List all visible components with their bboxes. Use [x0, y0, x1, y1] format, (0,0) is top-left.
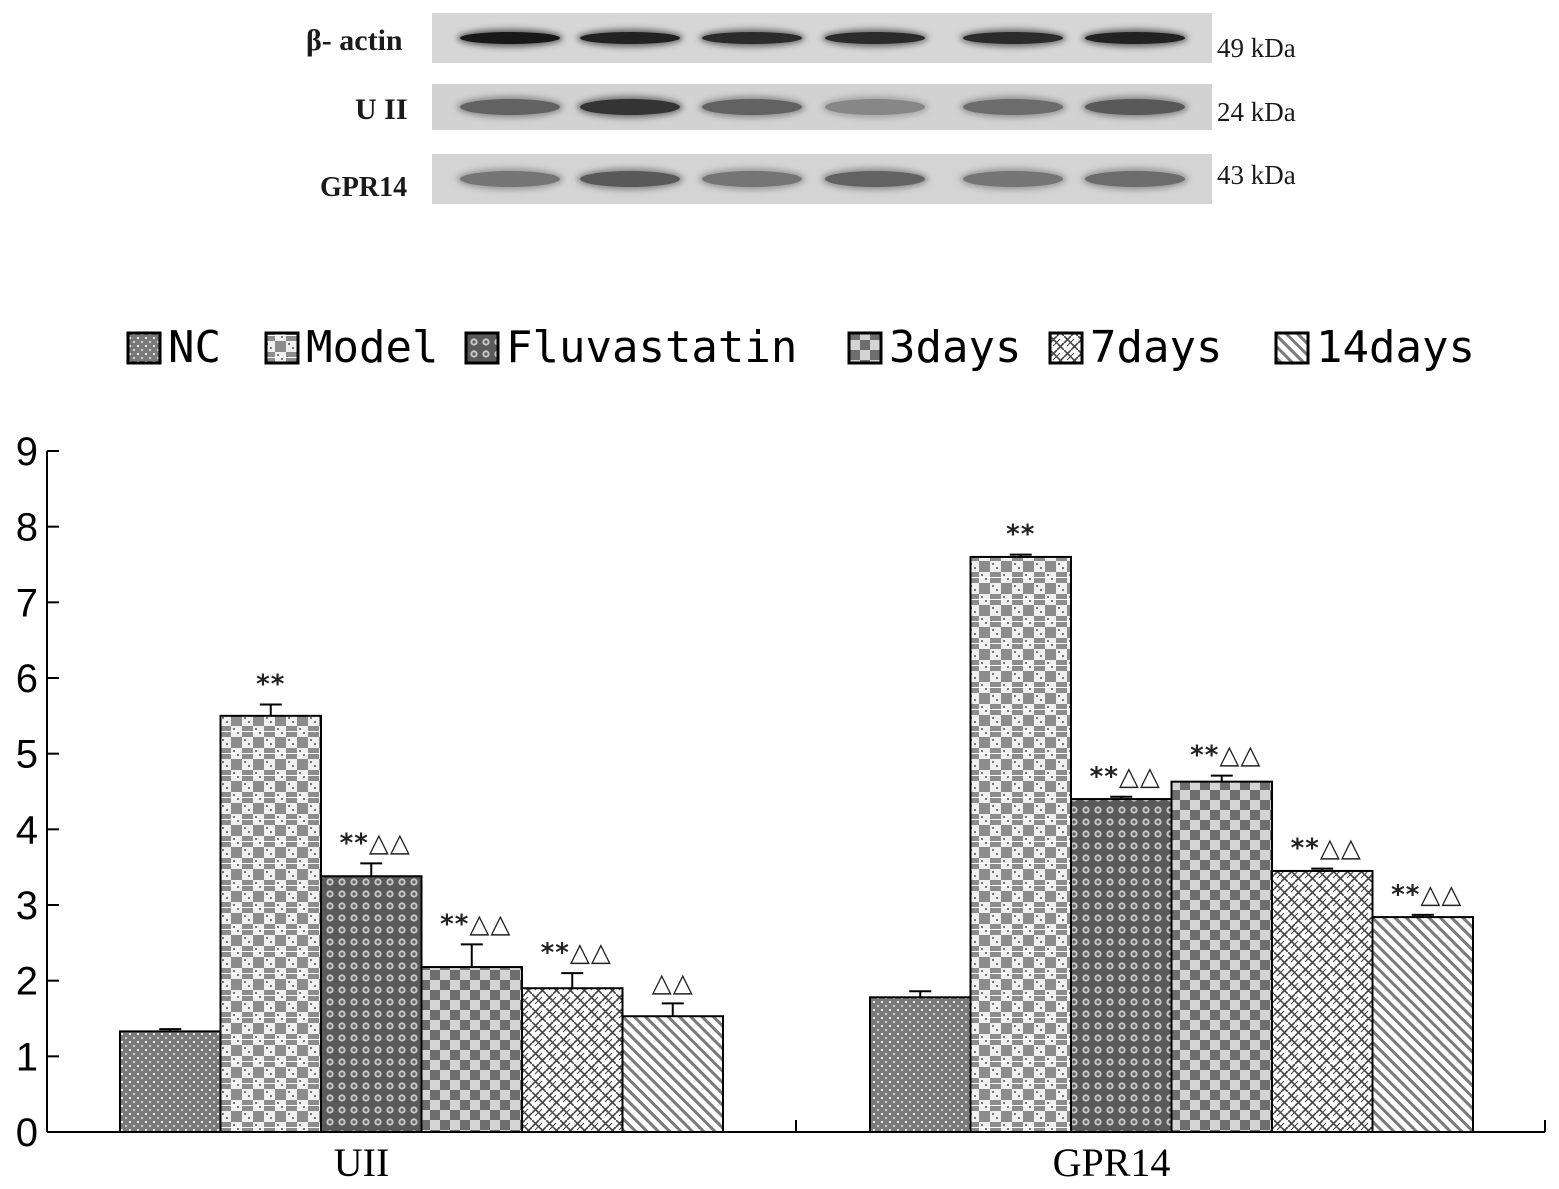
legend-label: Model	[306, 322, 438, 373]
bar	[969, 555, 1072, 1133]
y-tick-label: 6	[16, 657, 38, 701]
bar	[420, 966, 523, 1134]
blot-band	[460, 32, 560, 44]
blot-band	[580, 32, 680, 44]
kda-label-uii: 24 kDa	[1217, 97, 1296, 127]
blot-band	[1085, 32, 1185, 44]
blot-band	[580, 171, 680, 187]
category-label: GPR14	[1053, 1140, 1171, 1185]
y-tick-label: 2	[16, 960, 38, 1004]
blot-band	[702, 171, 802, 187]
blot-band	[702, 32, 802, 44]
blot-strip-uii	[432, 84, 1212, 130]
y-tick-label: 4	[16, 808, 38, 852]
bar	[1371, 916, 1474, 1134]
blot-band	[963, 32, 1063, 44]
kda-label-gpr14: 43 kDa	[1217, 160, 1296, 190]
bar	[1170, 780, 1273, 1133]
legend-label: Fluvastatin	[506, 322, 797, 373]
significance-label: **△△	[1190, 741, 1261, 771]
legend-swatch	[1048, 331, 1084, 365]
legend-swatch	[126, 331, 162, 365]
blot-band	[825, 32, 925, 44]
y-tick-label: 8	[16, 506, 38, 550]
legend-swatch	[264, 331, 300, 365]
blot-strip-gpr14	[432, 154, 1212, 204]
significance-label: **	[256, 669, 285, 699]
significance-label: △△	[652, 968, 694, 998]
y-tick-label: 9	[16, 430, 38, 474]
western-blot-panel: β- actin U II GPR14 49 kDa 24 kDa 43 kDa	[0, 0, 1559, 240]
blot-band	[580, 99, 680, 115]
blot-label-uii: U II	[355, 93, 408, 126]
blot-label-beta-actin: β- actin	[306, 24, 403, 57]
legend-label: NC	[168, 322, 221, 373]
legend-label: 7days	[1090, 322, 1222, 373]
blot-band	[1085, 171, 1185, 187]
blot-band	[825, 171, 925, 187]
blot-label-gpr14: GPR14	[320, 172, 408, 203]
legend-swatch	[464, 331, 500, 365]
blot-band	[825, 99, 925, 115]
significance-label: **	[1006, 520, 1035, 550]
y-tick-label: 0	[16, 1111, 38, 1155]
blot-band	[702, 99, 802, 115]
legend: NC Model Fluvastatin 3days 7days 14days	[126, 322, 1475, 373]
significance-label: **△△	[1291, 834, 1362, 864]
significance-label: **△△	[340, 828, 411, 858]
bar	[219, 714, 322, 1133]
blot-band	[460, 99, 560, 115]
legend-label: 14days	[1316, 322, 1475, 373]
blot-strip-beta-actin	[432, 13, 1212, 63]
blot-band	[460, 171, 560, 187]
bar	[1271, 869, 1374, 1133]
significance-label: **△△	[1090, 762, 1161, 792]
bar	[521, 987, 624, 1133]
y-tick-label: 1	[16, 1035, 38, 1079]
legend-label: 3days	[889, 322, 1021, 373]
y-tick-label: 5	[16, 733, 38, 777]
bar	[119, 1030, 222, 1133]
significance-label: **△△	[1391, 880, 1462, 910]
significance-label: **△△	[541, 938, 612, 968]
bars: ** ** **△△ **△△ **△△ **△△ **△△ **△△ △△ **△△	[119, 520, 1474, 1134]
category-label: UII	[334, 1140, 390, 1185]
y-tick-label: 3	[16, 884, 38, 928]
significance-label: **△△	[440, 909, 511, 939]
legend-swatch	[847, 331, 883, 365]
blot-band	[1085, 99, 1185, 115]
legend-swatch	[1274, 331, 1310, 365]
bar	[320, 875, 423, 1133]
y-tick-label: 7	[16, 581, 38, 625]
bar	[1070, 798, 1173, 1133]
blot-band	[963, 99, 1063, 115]
kda-label-beta-actin: 49 kDa	[1217, 33, 1296, 63]
bar	[621, 1015, 724, 1133]
bar	[869, 996, 972, 1134]
blot-band	[963, 171, 1063, 187]
